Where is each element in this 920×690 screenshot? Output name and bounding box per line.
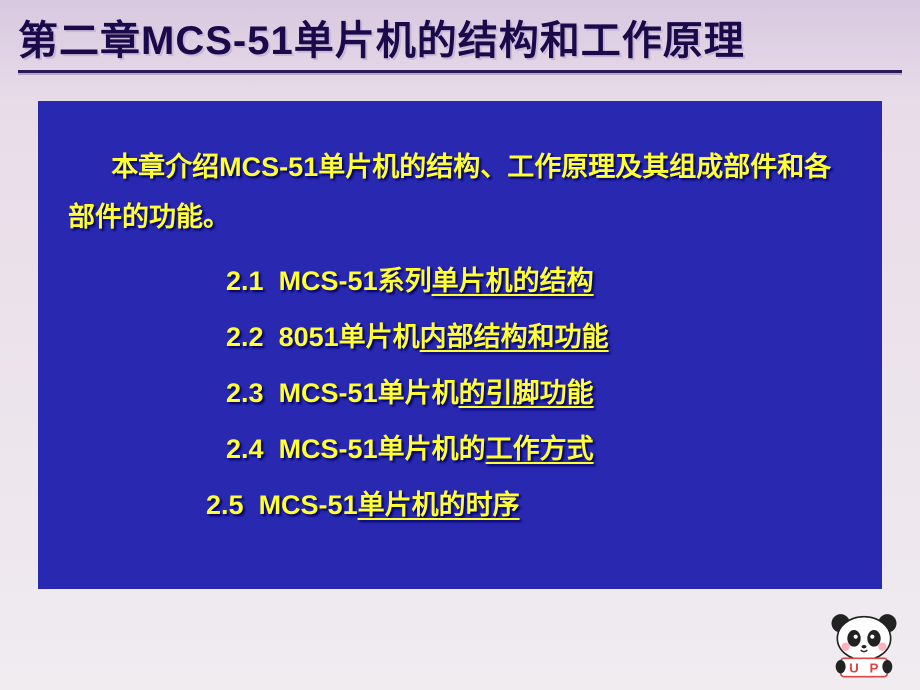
toc-item-3: 2.3 MCS-51单片机的引脚功能 [226, 365, 852, 421]
toc-link[interactable]: 工作方式 [486, 434, 594, 464]
intro-text: 本章介绍MCS-51单片机的结构、工作原理及其组成部件和各部件的功能。 [68, 143, 852, 243]
toc-link[interactable]: 单片机的结构 [432, 266, 594, 296]
toc-link[interactable]: 的引脚功能 [459, 378, 594, 408]
toc-num: 2.5 [206, 490, 244, 520]
toc-prefix: MCS-51 [259, 490, 358, 520]
toc-item-4: 2.4 MCS-51单片机的工作方式 [226, 421, 852, 477]
svg-text:P: P [870, 661, 879, 676]
toc-item-5: 2.5 MCS-51单片机的时序 [206, 477, 852, 533]
toc-num: 2.1 [226, 266, 264, 296]
toc-list: 2.1 MCS-51系列单片机的结构 2.2 8051单片机内部结构和功能 2.… [68, 253, 852, 533]
toc-link[interactable]: 内部结构和功能 [420, 322, 609, 352]
content-box: 本章介绍MCS-51单片机的结构、工作原理及其组成部件和各部件的功能。 2.1 … [38, 101, 882, 589]
toc-prefix: 8051单片机 [279, 322, 420, 352]
svg-text:U: U [849, 661, 859, 676]
toc-item-2: 2.2 8051单片机内部结构和功能 [226, 309, 852, 365]
toc-num: 2.4 [226, 434, 264, 464]
toc-item-1: 2.1 MCS-51系列单片机的结构 [226, 253, 852, 309]
panda-mascot-icon: U P [822, 610, 906, 680]
toc-prefix: MCS-51单片机 [279, 378, 459, 408]
toc-num: 2.3 [226, 378, 264, 408]
slide-title: 第二章MCS-51单片机的结构和工作原理 [18, 8, 902, 66]
toc-link[interactable]: 单片机的时序 [358, 490, 520, 520]
toc-prefix: MCS-51系列 [279, 266, 432, 296]
title-underline [18, 70, 902, 73]
toc-prefix: MCS-51单片机的 [279, 434, 486, 464]
slide-title-area: 第二章MCS-51单片机的结构和工作原理 [0, 0, 920, 73]
toc-num: 2.2 [226, 322, 264, 352]
